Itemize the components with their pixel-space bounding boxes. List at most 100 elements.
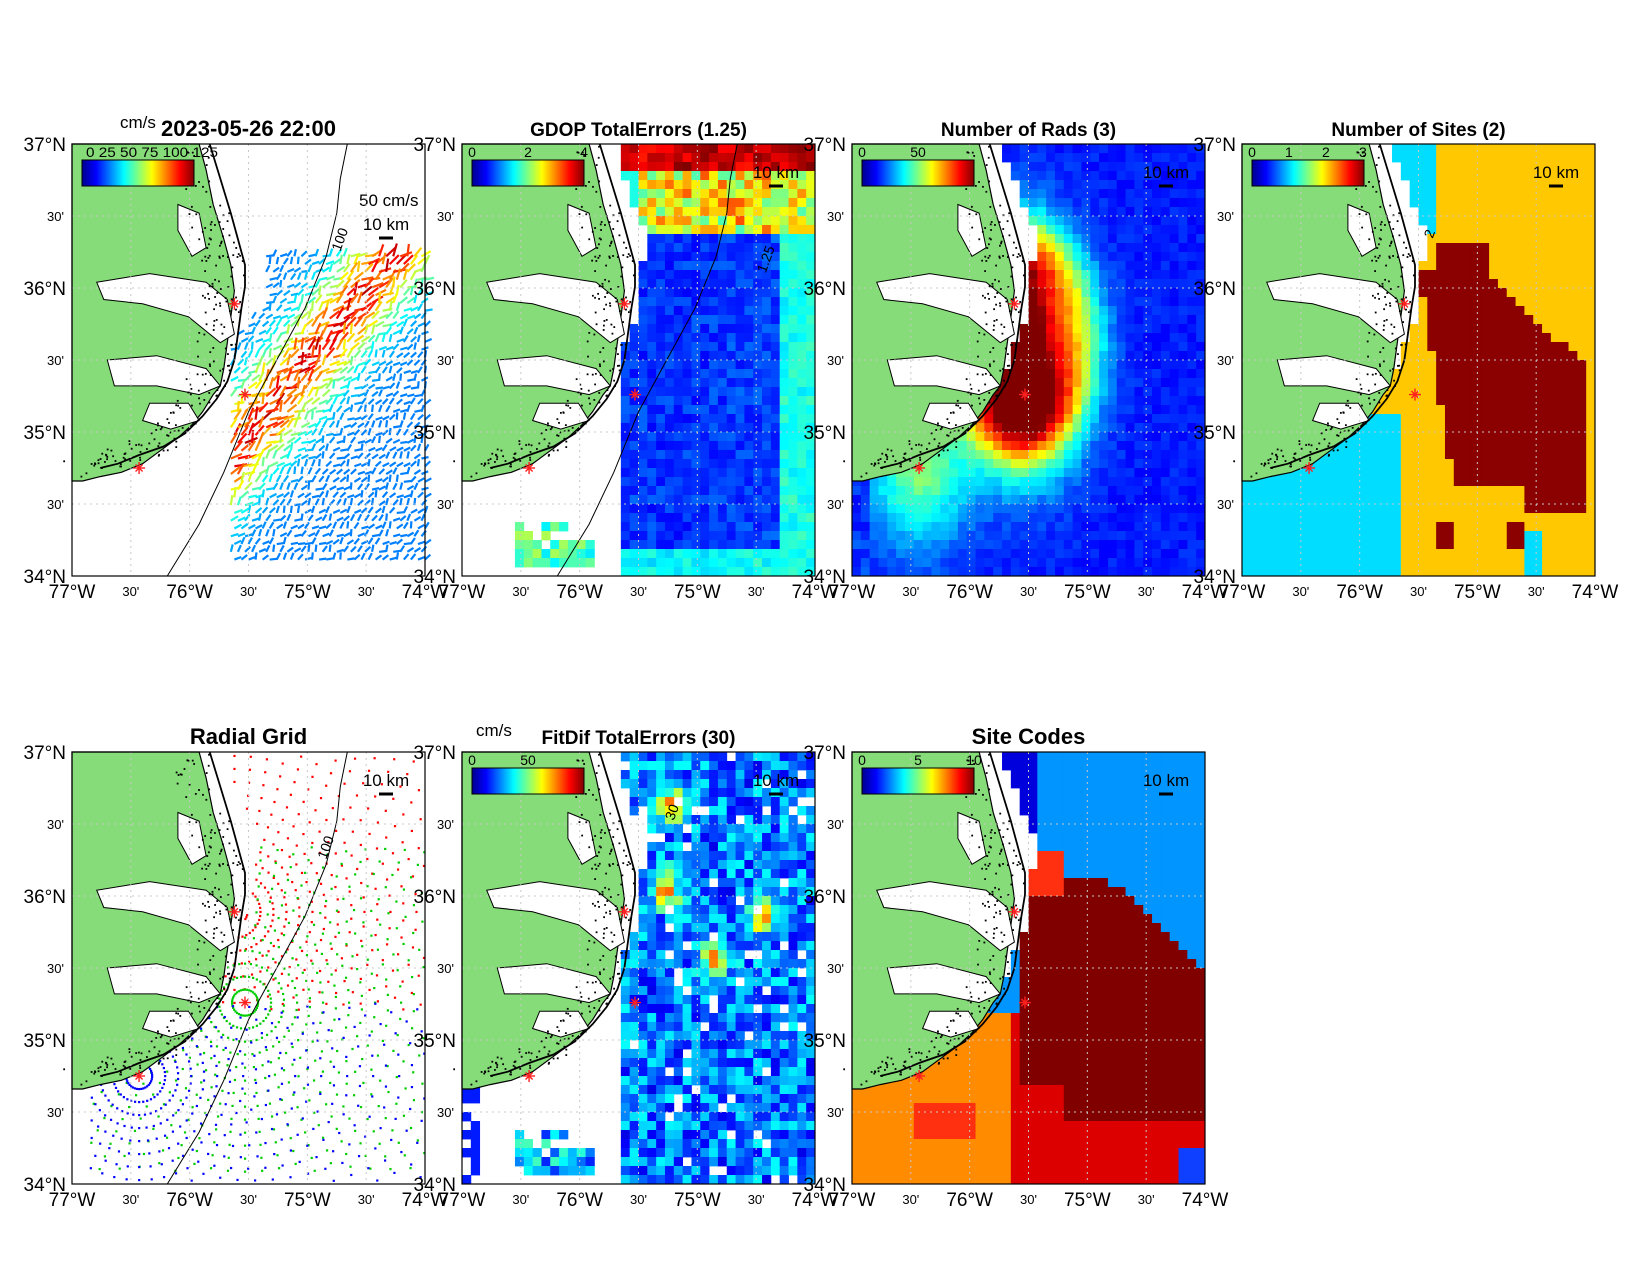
colorbar-tick-label: 0: [468, 752, 476, 768]
colorbar-tick-label: 4: [580, 144, 588, 160]
lat-tick-label: 34°N: [804, 1175, 846, 1196]
lon-tick-label: 75°W: [1064, 582, 1111, 603]
current-vectors: [229, 243, 435, 561]
lon-tick-label: 77°W: [829, 1190, 876, 1211]
sound-water: [95, 881, 235, 952]
radial-grid-points: [89, 754, 426, 1182]
axes-frame: [461, 143, 816, 577]
panel-title: GDOP TotalErrors (1.25): [530, 120, 747, 141]
lon-tick-label: 74°W: [792, 1190, 839, 1211]
lon-tick-label: 75°W: [674, 1190, 721, 1211]
sound-water: [485, 273, 625, 344]
lon-tick-label: 75°W: [1454, 582, 1501, 603]
sound-water: [1347, 203, 1377, 258]
lat-minute-label: 30': [437, 817, 454, 832]
lon-tick-label: 76°W: [166, 1190, 213, 1211]
sound-water: [106, 963, 222, 1004]
radar-site-marker: [913, 462, 926, 474]
lon-minute-label: 30': [902, 584, 919, 599]
lat-tick-label: 35°N: [24, 423, 66, 444]
panel-title: FitDif TotalErrors (30): [542, 728, 736, 749]
lon-tick-label: 76°W: [556, 1190, 603, 1211]
lat-tick-label: 36°N: [804, 887, 846, 908]
lon-tick-label: 74°W: [1182, 582, 1229, 603]
sound-water: [921, 1010, 980, 1038]
radar-site-marker: [628, 996, 641, 1009]
axes-frame: [71, 751, 426, 1185]
lat-tick-label: 36°N: [24, 279, 66, 300]
panel-title: 2023-05-26 22:00: [161, 116, 336, 141]
lat-minute-label: 30': [827, 961, 844, 976]
lat-tick-label: 34°N: [24, 1175, 66, 1196]
lat-tick-label: 37°N: [414, 743, 456, 764]
site-codes-field: [852, 752, 1206, 1185]
lat-tick-label: 37°N: [804, 743, 846, 764]
lat-minute-label: 30': [437, 961, 454, 976]
lat-tick-label: 34°N: [1194, 567, 1236, 588]
lon-tick-label: 74°W: [1572, 582, 1619, 603]
lon-tick-label: 74°W: [792, 582, 839, 603]
axes-frame: [851, 751, 1206, 1185]
lon-minute-label: 30': [358, 1192, 375, 1207]
lat-tick-label: 35°N: [414, 423, 456, 444]
colorbar-tick-label: 5: [914, 752, 922, 768]
sound-water: [957, 811, 987, 866]
lon-minute-label: 30': [1528, 584, 1545, 599]
lon-minute-label: 30': [630, 584, 647, 599]
lat-tick-label: 35°N: [414, 1031, 456, 1052]
lat-tick-label: 34°N: [24, 567, 66, 588]
lon-tick-label: 77°W: [439, 1190, 486, 1211]
sound-water: [875, 881, 1015, 952]
sound-water: [886, 963, 1002, 1004]
sound-water: [177, 203, 207, 258]
lon-tick-label: 77°W: [829, 582, 876, 603]
axes-frame: [461, 751, 816, 1185]
lat-minute-label: 30': [827, 209, 844, 224]
lat-tick-label: 37°N: [1194, 135, 1236, 156]
depth-contour: [166, 751, 348, 1185]
panel-radial: 37°N 36°N 35°N 34°N 30' 30' 30' 77°W 76°W 75°W 74°…: [24, 724, 449, 1211]
lat-tick-label: 34°N: [414, 1175, 456, 1196]
lon-tick-label: 76°W: [1336, 582, 1383, 603]
lat-tick-label: 35°N: [1194, 423, 1236, 444]
lat-tick-label: 36°N: [414, 887, 456, 908]
scale-bar-label: 10 km: [363, 215, 409, 234]
radar-site-marker: [913, 1070, 926, 1082]
scale-bar-label: 10 km: [1143, 163, 1189, 182]
lat-minute-label: 30': [47, 353, 64, 368]
lon-tick-label: 74°W: [402, 1190, 449, 1211]
lon-minute-label: 30': [748, 1192, 765, 1207]
lon-tick-label: 76°W: [166, 582, 213, 603]
lon-minute-label: 30': [1292, 584, 1309, 599]
panel-gdop: 37°N 36°N 35°N 34°N 30' 30' 30' 77°W 76°W 75°W 74°…: [414, 120, 839, 603]
lat-minute-label: 30': [47, 1105, 64, 1120]
colorbar-tick-label: 3: [1359, 144, 1367, 160]
lat-minute-label: 30': [437, 497, 454, 512]
colorbar-tick-label: 0: [1248, 144, 1256, 160]
lon-minute-label: 30': [1020, 584, 1037, 599]
lon-minute-label: 30': [512, 1192, 529, 1207]
sound-water: [496, 355, 612, 396]
lon-tick-label: 75°W: [674, 582, 721, 603]
vector-scale-label: 50 cm/s: [359, 191, 419, 210]
colorbar: [861, 159, 975, 187]
scale-bar-label: 10 km: [1533, 163, 1579, 182]
sound-water: [531, 1010, 590, 1038]
radar-site-marker: [238, 388, 251, 401]
panel-totals: 50 cm/s 37°N 36°N 35°N 34°N 30' 30' 30' 77°W 76°W…: [24, 113, 449, 603]
colorbar-tick-label: 0: [468, 144, 476, 160]
sound-water: [496, 963, 612, 1004]
lon-minute-label: 30': [1138, 584, 1155, 599]
lon-minute-label: 30': [630, 1192, 647, 1207]
sound-water: [567, 203, 597, 258]
lon-tick-label: 74°W: [1182, 1190, 1229, 1211]
radar-site-marker: [1303, 462, 1316, 474]
lat-minute-label: 30': [1217, 497, 1234, 512]
lon-tick-label: 76°W: [946, 1190, 993, 1211]
lat-tick-label: 36°N: [414, 279, 456, 300]
lon-tick-label: 77°W: [1219, 582, 1266, 603]
colorbar-unit-label: cm/s: [120, 113, 156, 132]
lat-minute-label: 30': [1217, 353, 1234, 368]
axes-frame: [1241, 143, 1596, 577]
radar-site-marker: [1408, 388, 1421, 401]
